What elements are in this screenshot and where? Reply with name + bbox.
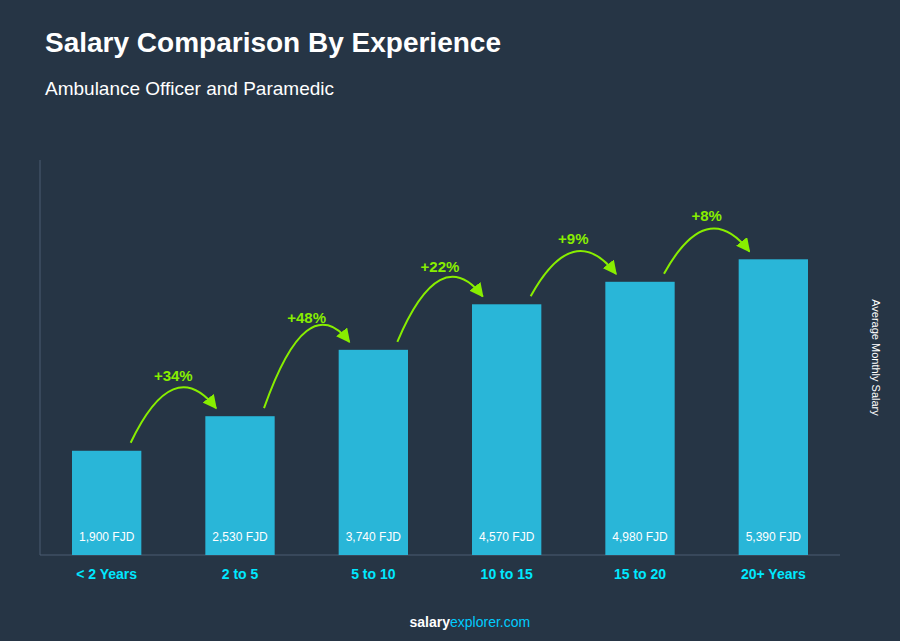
background — [0, 0, 900, 641]
annotation: +9% — [558, 230, 588, 247]
subtitle: Ambulance Officer and Paramedic — [45, 78, 334, 99]
bar — [72, 451, 141, 555]
bar — [739, 259, 808, 555]
data-label: 4,980 FJD — [612, 530, 668, 544]
annotation: +34% — [154, 367, 193, 384]
x-tick-label: 15 to 20 — [614, 566, 666, 582]
annotation: +22% — [421, 258, 460, 275]
footer: explorer.com — [450, 614, 530, 630]
bar — [605, 282, 674, 555]
bars — [72, 259, 808, 555]
title: Salary Comparison By Experience — [45, 27, 501, 58]
data-label: 4,570 FJD — [479, 530, 535, 544]
x-tick-label: 10 to 15 — [481, 566, 533, 582]
data-label: 5,390 FJD — [746, 530, 802, 544]
bar — [205, 416, 274, 555]
x-tick-label: 20+ Years — [741, 566, 806, 582]
y-axis-label: Average Monthly Salary — [870, 299, 882, 416]
bar — [472, 304, 541, 555]
change-arrow — [531, 251, 616, 296]
annotation: +8% — [691, 207, 721, 224]
footer: salary — [410, 614, 451, 630]
x-tick-label: < 2 Years — [76, 566, 137, 582]
x-tick-label: 5 to 10 — [351, 566, 396, 582]
data-label: 2,530 FJD — [212, 530, 268, 544]
change-arrow — [264, 325, 349, 409]
annotation: +48% — [287, 309, 326, 326]
data-label: 1,900 FJD — [79, 530, 135, 544]
y-axis-line — [40, 160, 41, 555]
change-arrow — [664, 228, 749, 273]
change-arrow — [397, 277, 482, 342]
change-arrow — [131, 387, 216, 442]
x-tick-label: 2 to 5 — [222, 566, 259, 582]
x-axis-line — [40, 555, 840, 556]
bar — [339, 350, 408, 555]
chart: Salary Comparison By Experience Ambulance… — [0, 0, 900, 641]
data-label: 3,740 FJD — [346, 530, 402, 544]
